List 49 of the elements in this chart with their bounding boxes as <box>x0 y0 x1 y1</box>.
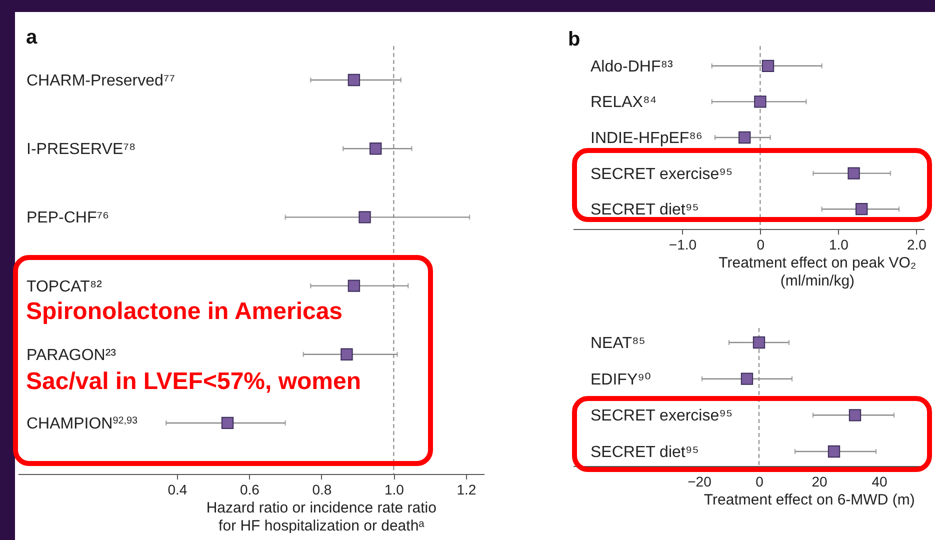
x-tick-label: 0.6 <box>240 482 260 498</box>
y-tick-label: EDIFY⁹⁰ <box>590 371 651 388</box>
point <box>221 416 234 430</box>
point <box>828 445 840 458</box>
x-tick-label: 40 <box>872 474 888 490</box>
annotation: Spironolactone in Americas <box>26 298 343 325</box>
point <box>740 372 754 385</box>
x-tick-label: 20 <box>812 474 828 490</box>
x-tick-label: 0.8 <box>312 482 332 498</box>
point <box>848 167 860 180</box>
annotation: Sac/val in LVEF<57%, women <box>26 368 362 395</box>
y-tick-label: SECRET diet⁹⁵ <box>590 202 699 219</box>
x-tick-label: −1.0 <box>668 236 697 252</box>
point <box>752 336 766 349</box>
point <box>856 203 868 216</box>
y-tick-label: SECRET diet⁹⁵ <box>590 444 699 461</box>
x-tick-label: 0 <box>756 474 764 490</box>
y-tick-label: TOPCAT⁸² <box>26 278 103 296</box>
y-tick-label: Aldo-DHF⁸³ <box>590 58 674 76</box>
x-axis-title: Treatment effect on 6-MWD (m) <box>704 492 915 508</box>
point <box>738 131 751 144</box>
y-tick-label: INDIE-HFpEF⁸⁶ <box>590 130 703 147</box>
point <box>348 74 360 86</box>
x-tick-label: 2.0 <box>906 236 927 252</box>
point <box>762 60 774 72</box>
y-tick-label: CHAMPION$^{92,93}$ <box>26 414 138 432</box>
point <box>370 142 382 155</box>
x-axis-title: Treatment effect on peak VO₂ (ml/min/kg) <box>718 254 916 290</box>
point <box>348 280 360 292</box>
x-tick-label: 0 <box>756 236 765 252</box>
point <box>848 409 862 422</box>
x-tick-label: 1.0 <box>828 236 849 252</box>
x-tick-label: 1.2 <box>456 482 476 498</box>
x-tick-label: 1.0 <box>384 482 404 498</box>
point <box>340 348 353 360</box>
y-tick-label: SECRET exercise⁹⁵ <box>590 408 733 425</box>
point <box>358 211 371 224</box>
y-tick-label: RELAX⁸⁴ <box>590 94 657 112</box>
y-tick-label: SECRET exercise⁹⁵ <box>590 166 733 183</box>
y-tick-label: PEP-CHF⁷⁶ <box>26 210 110 227</box>
x-tick-label: −20 <box>688 474 712 490</box>
y-tick-label: I-PRESERVE⁷⁸ <box>26 141 136 158</box>
chart-title: a <box>26 26 38 48</box>
y-tick-label: NEAT⁸⁵ <box>590 335 646 352</box>
y-tick-label: PARAGON²³ <box>26 346 117 364</box>
x-tick-label: 0.4 <box>168 482 188 498</box>
y-tick-label: CHARM-Preserved⁷⁷ <box>26 72 176 90</box>
chart-title: b <box>568 28 580 50</box>
point <box>754 96 766 108</box>
